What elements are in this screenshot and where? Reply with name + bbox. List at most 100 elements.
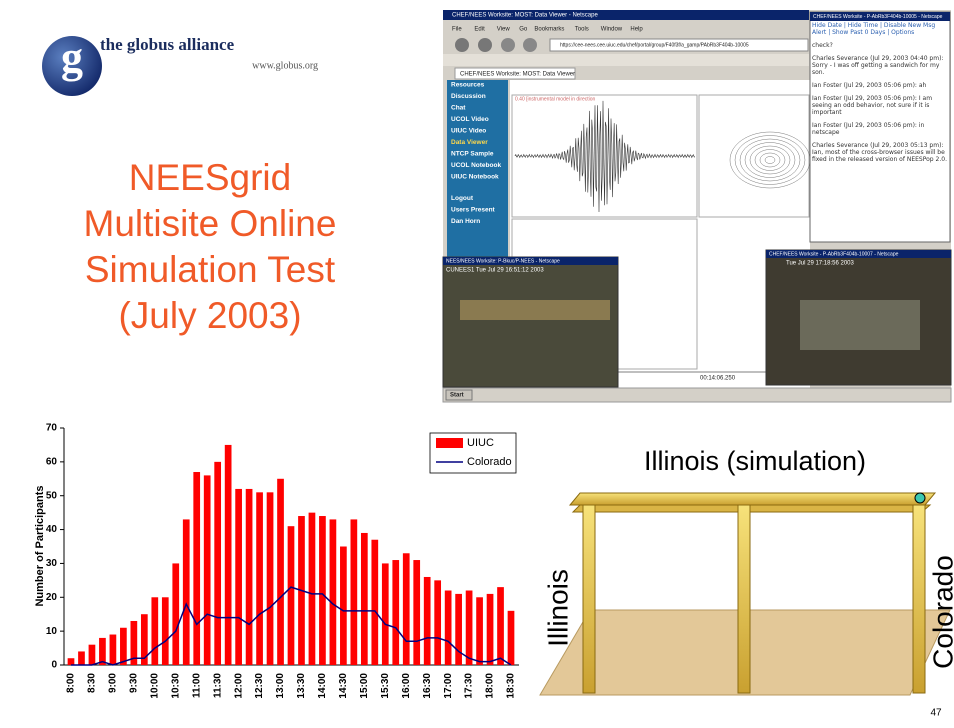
chat-title-bar [810, 12, 950, 21]
nav-item[interactable]: UIUC Notebook [451, 174, 499, 181]
orbit-ring [759, 152, 781, 168]
plot-caption: 0.40 [instrumental model in direction [515, 96, 596, 102]
video-stamp: CUNEES1 Tue Jul 29 16:51:12 2003 [446, 268, 544, 274]
chat-window [809, 11, 951, 243]
bar [172, 563, 180, 665]
bar [497, 587, 504, 665]
menu-item[interactable]: File [452, 27, 462, 33]
bar [193, 472, 201, 665]
y-tick-label: 70 [46, 423, 58, 434]
bar [287, 526, 295, 665]
bar [88, 644, 96, 665]
video-window [442, 256, 619, 388]
taskbar [442, 387, 952, 403]
y-tick-label: 10 [46, 626, 58, 637]
y-tick-label: 20 [46, 592, 58, 603]
start-label: Start [450, 393, 464, 399]
nav-item[interactable]: Chat [451, 105, 466, 112]
title-line: Multisite Online [84, 203, 337, 244]
x-tick-label: 9:30 [128, 673, 139, 693]
video-title: NEES/NEES Worksite: P-Bkuc/P-NEES - Nets… [446, 258, 560, 264]
beam [571, 504, 932, 513]
y-tick-label: 30 [46, 558, 58, 569]
x-tick-label: 8:00 [66, 673, 77, 693]
column [582, 504, 596, 694]
nav-item[interactable]: NTCP Sample [451, 151, 494, 158]
y-tick-label: 50 [46, 490, 58, 501]
orbit-ring [734, 135, 806, 185]
nav-item[interactable]: UCOL Notebook [451, 162, 501, 169]
nav-item[interactable]: UCOL Video [451, 116, 489, 123]
bar [140, 614, 148, 665]
start-button[interactable] [445, 389, 473, 401]
menu-bar: File Edit View Go Bookmarks Tools Window Help [452, 27, 643, 33]
screenshot: CHEF/NEES Worksite: MOST: Data Viewer - … [442, 10, 952, 403]
chat-message: Ian Foster (Jul 29, 2003 05:06 pm): ah [812, 82, 927, 89]
bar [371, 539, 379, 665]
nav-item[interactable]: Users Present [451, 207, 496, 214]
x-tick-label: 13:00 [275, 673, 286, 699]
nav-item[interactable]: Discussion [451, 93, 486, 100]
bar [78, 651, 85, 665]
menu-item[interactable]: Edit [474, 27, 485, 33]
bar [465, 590, 473, 665]
x-tick-label: 12:30 [254, 673, 265, 699]
bar [99, 637, 106, 665]
bar [507, 610, 515, 665]
x-tick-label: 14:30 [338, 673, 349, 699]
menu-item[interactable]: Help [630, 27, 643, 33]
bar [423, 576, 431, 665]
nav-item[interactable]: Logout [451, 195, 474, 202]
x-tick-label: 8:30 [87, 673, 98, 693]
menu-item[interactable]: Tools [575, 27, 589, 33]
bar [340, 546, 347, 665]
chat-controls[interactable]: Hide Date | Hide Time | Disable New Msg … [812, 22, 936, 36]
orbit-ring [744, 142, 796, 178]
menu-item[interactable]: Window [601, 27, 623, 33]
plot-frame [698, 94, 810, 218]
bar [329, 519, 337, 665]
legend-swatch [436, 438, 463, 448]
bar [476, 597, 483, 665]
bar [392, 560, 400, 665]
x-tick-label: 15:30 [380, 673, 391, 699]
time-label: 00:14:06.250 [700, 376, 736, 382]
title-line: NEESgrid [129, 157, 291, 198]
beam [568, 492, 937, 506]
nav-item[interactable]: Resources [451, 82, 485, 89]
bar [67, 658, 75, 665]
back-button[interactable] [455, 38, 469, 52]
x-tick-label: 10:30 [170, 673, 181, 699]
bar [120, 627, 127, 665]
nav-item[interactable]: Data Viewer [451, 139, 488, 146]
y-tick-label: 40 [46, 524, 58, 535]
nav-item[interactable]: Dan Horn [451, 218, 480, 225]
nav-item[interactable]: UIUC Video [451, 128, 486, 135]
logo-name: the globus alliance [100, 35, 235, 54]
x-tick-label: 10:00 [149, 673, 160, 699]
chat-message: Charles Severance (Jul 29, 2003 04:40 pm… [812, 55, 944, 76]
title: NEESgrid Multisite Online Simulation Tes… [84, 157, 337, 336]
bar [413, 560, 421, 665]
video-scene [460, 300, 610, 320]
column [912, 504, 926, 694]
tab[interactable] [454, 67, 576, 80]
chart: Number of Participants 0 10 20 30 40 50 60 70 8:… [34, 423, 519, 699]
address-bar[interactable] [549, 38, 809, 52]
forward-button[interactable] [478, 38, 492, 52]
reload-button[interactable] [501, 38, 515, 52]
diagram: Illinois (simulation) Illinois Colorado [539, 446, 954, 696]
chat-message: Ian Foster (Jul 29, 2003 05:06 pm): in n… [812, 122, 925, 136]
bar [360, 532, 368, 665]
stop-button[interactable] [523, 38, 537, 52]
menu-item[interactable]: Bookmarks [534, 27, 564, 33]
bar [224, 444, 232, 665]
logo-letter: g [61, 33, 83, 82]
bar [245, 488, 253, 665]
nav-list: Resources Discussion Chat UCOL Video UIUC Vi… [451, 82, 501, 226]
menu-item[interactable]: Go [519, 27, 528, 33]
menu-item[interactable]: View [497, 27, 511, 33]
x-tick-label: 14:00 [317, 673, 328, 699]
orbit-ring [754, 149, 786, 171]
